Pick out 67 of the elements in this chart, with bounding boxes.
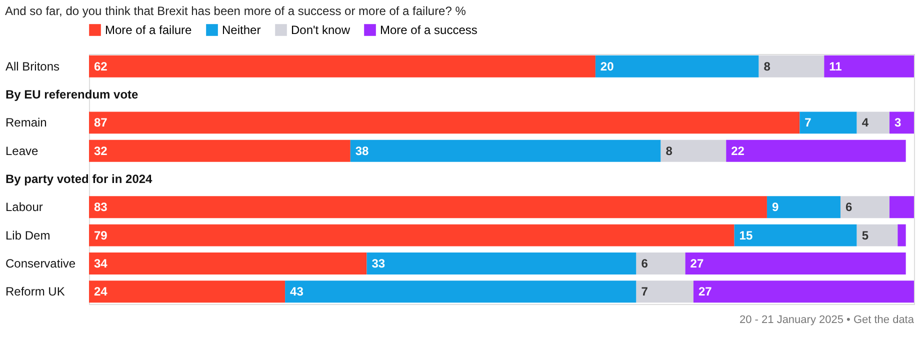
bar [89, 140, 350, 162]
data-label: 38 [355, 144, 370, 158]
data-label: 15 [739, 228, 753, 242]
bar [889, 112, 914, 134]
bar [660, 140, 726, 162]
data-label: 20 [600, 59, 614, 74]
bar [636, 252, 686, 274]
bar [89, 196, 767, 218]
legend-label: More of a failure [105, 23, 192, 37]
y-tick-label: By EU referendum vote [6, 88, 139, 102]
y-tick-label: Leave [6, 144, 39, 158]
bar [350, 140, 661, 162]
bar [856, 112, 890, 134]
bar [856, 224, 898, 246]
bar [693, 280, 914, 303]
data-label: 24 [94, 284, 108, 299]
bar [89, 224, 734, 246]
legend-label: Don't know [291, 23, 350, 37]
bar [366, 252, 636, 274]
data-label: 3 [894, 116, 902, 130]
bar [734, 224, 857, 246]
data-label: 9 [772, 200, 779, 214]
bar [89, 252, 367, 274]
data-label: 79 [94, 228, 108, 242]
data-label: 7 [804, 116, 812, 130]
data-label: 22 [731, 144, 745, 158]
data-label: 8 [764, 59, 771, 74]
chart-title: And so far, do you think that Brexit has been more of a success or more of a failure? % [5, 4, 466, 18]
data-label: 6 [845, 200, 852, 214]
bar [898, 224, 906, 246]
y-tick-label: By party voted for in 2024 [6, 172, 153, 186]
data-label: 33 [372, 256, 386, 270]
y-tick-label: All Britons [6, 59, 60, 74]
bar [840, 196, 890, 218]
legend-label: More of a success [380, 23, 478, 37]
data-label: 27 [698, 284, 712, 299]
y-tick-label: Conservative [6, 256, 76, 270]
data-label: 87 [94, 116, 108, 130]
data-label: 27 [690, 256, 704, 270]
data-label: 4 [862, 116, 869, 130]
data-label: 83 [94, 200, 108, 214]
bar [800, 112, 857, 134]
data-label: 11 [829, 59, 842, 74]
y-tick-label: Lib Dem [6, 228, 50, 242]
bar [766, 196, 840, 218]
y-tick-label: Remain [6, 116, 47, 130]
text: 20 - 21 January 2025 • Get the data [740, 314, 915, 326]
bar [285, 280, 636, 303]
data-label: 7 [641, 284, 648, 299]
y-tick-label: Reform UK [6, 284, 65, 299]
data-label: 6 [641, 256, 648, 270]
bar [726, 140, 906, 162]
y-tick-label: Labour [6, 200, 43, 214]
data-label: 34 [94, 256, 108, 270]
data-label: 62 [94, 59, 108, 74]
bar [89, 55, 596, 78]
legend-label: Neither [222, 23, 261, 37]
data-label: 5 [862, 228, 869, 242]
bar [595, 55, 759, 78]
data-label: 43 [290, 284, 304, 299]
bar [824, 55, 914, 78]
bar [89, 112, 800, 134]
data-label: 32 [94, 144, 108, 158]
bar [685, 252, 906, 274]
bar [89, 280, 286, 303]
data-label: 8 [666, 144, 673, 158]
bar [889, 196, 914, 218]
